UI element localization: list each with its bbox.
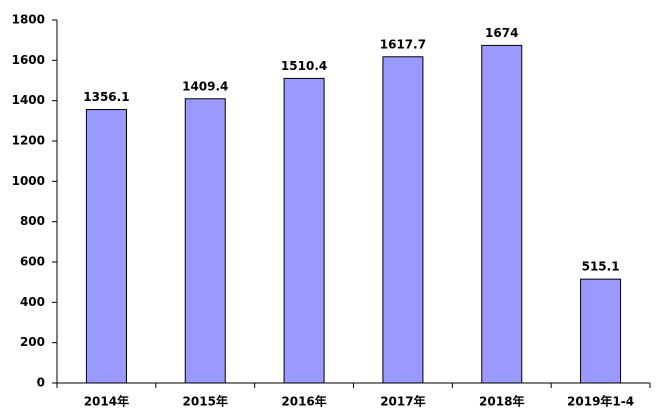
data-label: 1356.1 — [83, 90, 129, 104]
y-tick-label: 800 — [20, 214, 45, 228]
bar — [184, 98, 226, 384]
bar — [481, 44, 523, 384]
x-tick-label: 2019年1-4 — [567, 394, 634, 409]
bar — [382, 56, 424, 384]
bar — [85, 109, 127, 384]
x-tick-label: 2015年 — [183, 394, 228, 409]
data-label: 515.1 — [582, 260, 620, 274]
y-tick-label: 1000 — [12, 174, 45, 188]
data-label: 1409.4 — [182, 79, 228, 93]
data-label: 1674 — [485, 26, 518, 40]
y-tick-label: 200 — [20, 335, 45, 349]
x-tick-label: 2018年 — [479, 394, 524, 409]
bar — [580, 278, 622, 384]
y-tick-label: 1200 — [12, 134, 45, 148]
x-tick-label: 2016年 — [281, 394, 326, 409]
y-tick-label: 400 — [20, 295, 45, 309]
x-tick-label: 2017年 — [380, 394, 425, 409]
y-tick-label: 0 — [37, 376, 45, 390]
y-tick-label: 1800 — [12, 13, 45, 27]
y-tick-label: 1400 — [12, 93, 45, 107]
data-label: 1617.7 — [380, 37, 426, 51]
x-tick-label: 2014年 — [84, 394, 129, 409]
data-label: 1510.4 — [281, 59, 327, 73]
y-tick-label: 600 — [20, 255, 45, 269]
bar — [283, 77, 325, 384]
y-tick-label: 1600 — [12, 53, 45, 67]
